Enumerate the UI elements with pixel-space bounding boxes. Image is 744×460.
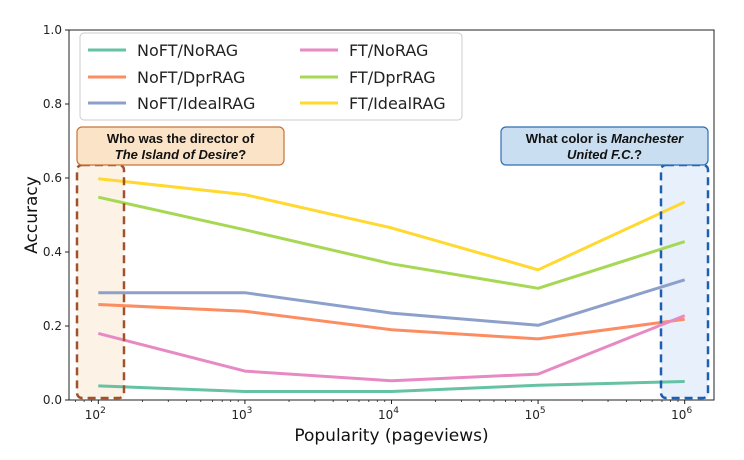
legend-box <box>79 32 463 121</box>
y-tick-label: 0.4 <box>43 245 62 259</box>
legend-item: FT/DprRAG <box>300 68 436 87</box>
annotation-box <box>76 126 285 166</box>
legend-item: NoFT/DprRAG <box>88 68 245 87</box>
y-tick-label: 1.0 <box>43 23 62 37</box>
legend-label: FT/IdealRAG <box>349 94 446 113</box>
y-tick-label: 0.0 <box>43 393 62 407</box>
series-line-3 <box>97 314 686 383</box>
highlight-region-right <box>661 165 708 398</box>
series-line-0 <box>98 380 685 393</box>
legend-item: FT/NoRAG <box>300 41 428 60</box>
y-tick-label: 0.2 <box>43 319 62 333</box>
annotation-text-line: The Island of Desire? <box>115 147 247 162</box>
legend-item: NoFT/IdealRAG <box>88 94 255 113</box>
series-line-4 <box>97 195 686 290</box>
series-line-1 <box>98 303 685 341</box>
legend-label: FT/DprRAG <box>349 68 436 87</box>
highlight-region-left <box>77 165 124 398</box>
y-tick-label: 0.6 <box>43 171 62 185</box>
legend-label: NoFT/DprRAG <box>137 68 245 87</box>
annotation-text-line: What color is Manchester <box>526 131 684 146</box>
legend-label: NoFT/IdealRAG <box>137 94 255 113</box>
x-axis-label: Popularity (pageviews) <box>294 426 488 446</box>
x-tick-label: 103 <box>231 406 252 422</box>
annotation-box <box>500 126 709 166</box>
annotation-text-line: Who was the director of <box>107 131 255 146</box>
legend-label: NoFT/NoRAG <box>137 41 238 60</box>
legend-item: FT/IdealRAG <box>300 94 446 113</box>
legend: NoFT/NoRAG NoFT/DprRAG NoFT/IdealRAG FT/NoR… <box>79 32 463 121</box>
x-tick-label: 105 <box>525 406 546 422</box>
legend-item: NoFT/NoRAG <box>88 41 238 60</box>
y-tick-label: 0.8 <box>43 97 62 111</box>
x-tick-label: 106 <box>671 406 692 422</box>
y-axis-label: Accuracy <box>22 176 42 254</box>
series-line-2 <box>98 278 686 327</box>
series-line-5 <box>98 177 686 272</box>
annotation-text-line: United F.C.? <box>567 147 642 162</box>
x-tick-label: 104 <box>378 406 399 422</box>
x-tick-label: 102 <box>85 406 106 422</box>
legend-label: FT/NoRAG <box>349 41 428 60</box>
